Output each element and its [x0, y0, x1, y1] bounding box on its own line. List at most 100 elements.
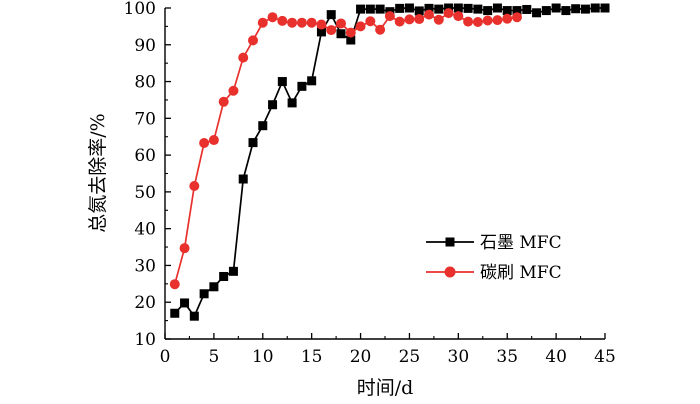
data-point — [248, 35, 258, 46]
data-point — [482, 15, 493, 26]
data-point — [472, 16, 483, 27]
data-point — [208, 135, 219, 146]
data-point — [502, 6, 512, 16]
data-point — [483, 6, 493, 16]
data-point — [365, 16, 376, 27]
data-point — [512, 12, 522, 23]
data-point — [316, 27, 326, 37]
data-point — [473, 4, 483, 14]
y-axis-title: 总氮去除率/% — [87, 113, 109, 232]
data-point — [228, 266, 238, 276]
y-tick-label: 90 — [134, 36, 156, 56]
y-tick-label: 40 — [134, 220, 156, 240]
data-point — [561, 6, 571, 16]
data-point — [532, 8, 542, 18]
data-point — [199, 137, 210, 148]
data-point — [395, 3, 405, 13]
legend-label: 碳刷 MFC — [480, 263, 562, 283]
data-point — [189, 311, 199, 321]
data-point — [414, 14, 425, 25]
x-tick-label: 0 — [160, 347, 171, 367]
data-point — [445, 237, 455, 247]
data-point — [444, 266, 456, 278]
data-point — [238, 52, 249, 63]
data-point — [453, 3, 463, 13]
data-point — [355, 21, 366, 32]
data-point — [384, 11, 395, 22]
data-point — [257, 17, 268, 28]
x-tick-label: 25 — [399, 347, 421, 367]
data-point — [541, 6, 551, 16]
y-tick-label: 10 — [134, 330, 156, 350]
data-point — [463, 3, 473, 13]
series-2 — [169, 8, 522, 290]
data-point — [336, 29, 346, 39]
x-tick-label: 40 — [545, 347, 567, 367]
data-point — [248, 138, 258, 148]
data-point — [551, 3, 561, 13]
data-point — [375, 4, 385, 14]
data-point — [375, 24, 386, 35]
x-tick-label: 15 — [301, 347, 323, 367]
series-line — [173, 12, 518, 285]
data-point — [580, 4, 590, 14]
y-tick-label: 70 — [134, 109, 156, 129]
data-point — [433, 14, 444, 25]
x-ticks: 0 5 10 15 20 25 30 35 40 45 — [160, 333, 616, 367]
data-point — [238, 174, 248, 184]
data-point — [277, 77, 287, 87]
data-point — [219, 271, 229, 281]
data-point — [571, 4, 581, 14]
legend: 石墨 MFC 碳刷 MFC — [426, 233, 562, 283]
x-tick-label: 5 — [208, 347, 219, 367]
data-point — [336, 18, 346, 29]
y-ticks: 10 20 30 40 50 60 70 80 90 100 — [124, 0, 171, 350]
data-point — [199, 289, 209, 299]
data-point — [296, 17, 307, 28]
x-tick-label: 30 — [448, 347, 470, 367]
data-point — [180, 298, 190, 308]
data-point — [424, 9, 434, 20]
series-layer — [169, 3, 610, 321]
axes: 0 5 10 15 20 25 30 35 40 45 10 20 30 40 50 60 70 80 90 100 — [124, 0, 616, 367]
data-point — [404, 3, 414, 13]
data-point — [218, 96, 229, 107]
data-point — [316, 19, 327, 30]
data-point — [228, 85, 239, 96]
data-point — [492, 15, 503, 26]
x-axis-title: 时间/d — [357, 377, 414, 399]
data-point — [434, 4, 444, 14]
y-tick-label: 30 — [134, 256, 156, 276]
data-point — [258, 121, 268, 131]
data-point — [394, 16, 405, 27]
data-point — [307, 76, 317, 86]
data-point — [268, 100, 278, 110]
data-point — [590, 3, 600, 13]
data-point — [365, 4, 375, 14]
data-point — [443, 8, 454, 19]
data-point — [179, 243, 190, 254]
data-point — [356, 4, 366, 14]
data-point — [463, 16, 474, 27]
y-tick-label: 20 — [134, 293, 156, 313]
data-point — [600, 3, 610, 13]
legend-label: 石墨 MFC — [480, 233, 562, 253]
legend-item: 石墨 MFC — [426, 233, 562, 253]
x-tick-label: 35 — [496, 347, 518, 367]
y-tick-label: 100 — [124, 0, 156, 19]
data-point — [414, 6, 424, 16]
data-point — [424, 3, 434, 13]
data-point — [170, 308, 180, 318]
data-point — [287, 98, 297, 108]
y-tick-label: 50 — [134, 183, 156, 203]
data-point — [522, 4, 532, 14]
legend-item: 碳刷 MFC — [426, 263, 562, 283]
data-point — [326, 10, 336, 20]
data-point — [297, 81, 307, 91]
x-tick-label: 45 — [594, 347, 616, 367]
data-point — [267, 12, 278, 23]
data-point — [502, 13, 513, 24]
data-point — [345, 27, 356, 38]
data-point — [287, 17, 298, 28]
